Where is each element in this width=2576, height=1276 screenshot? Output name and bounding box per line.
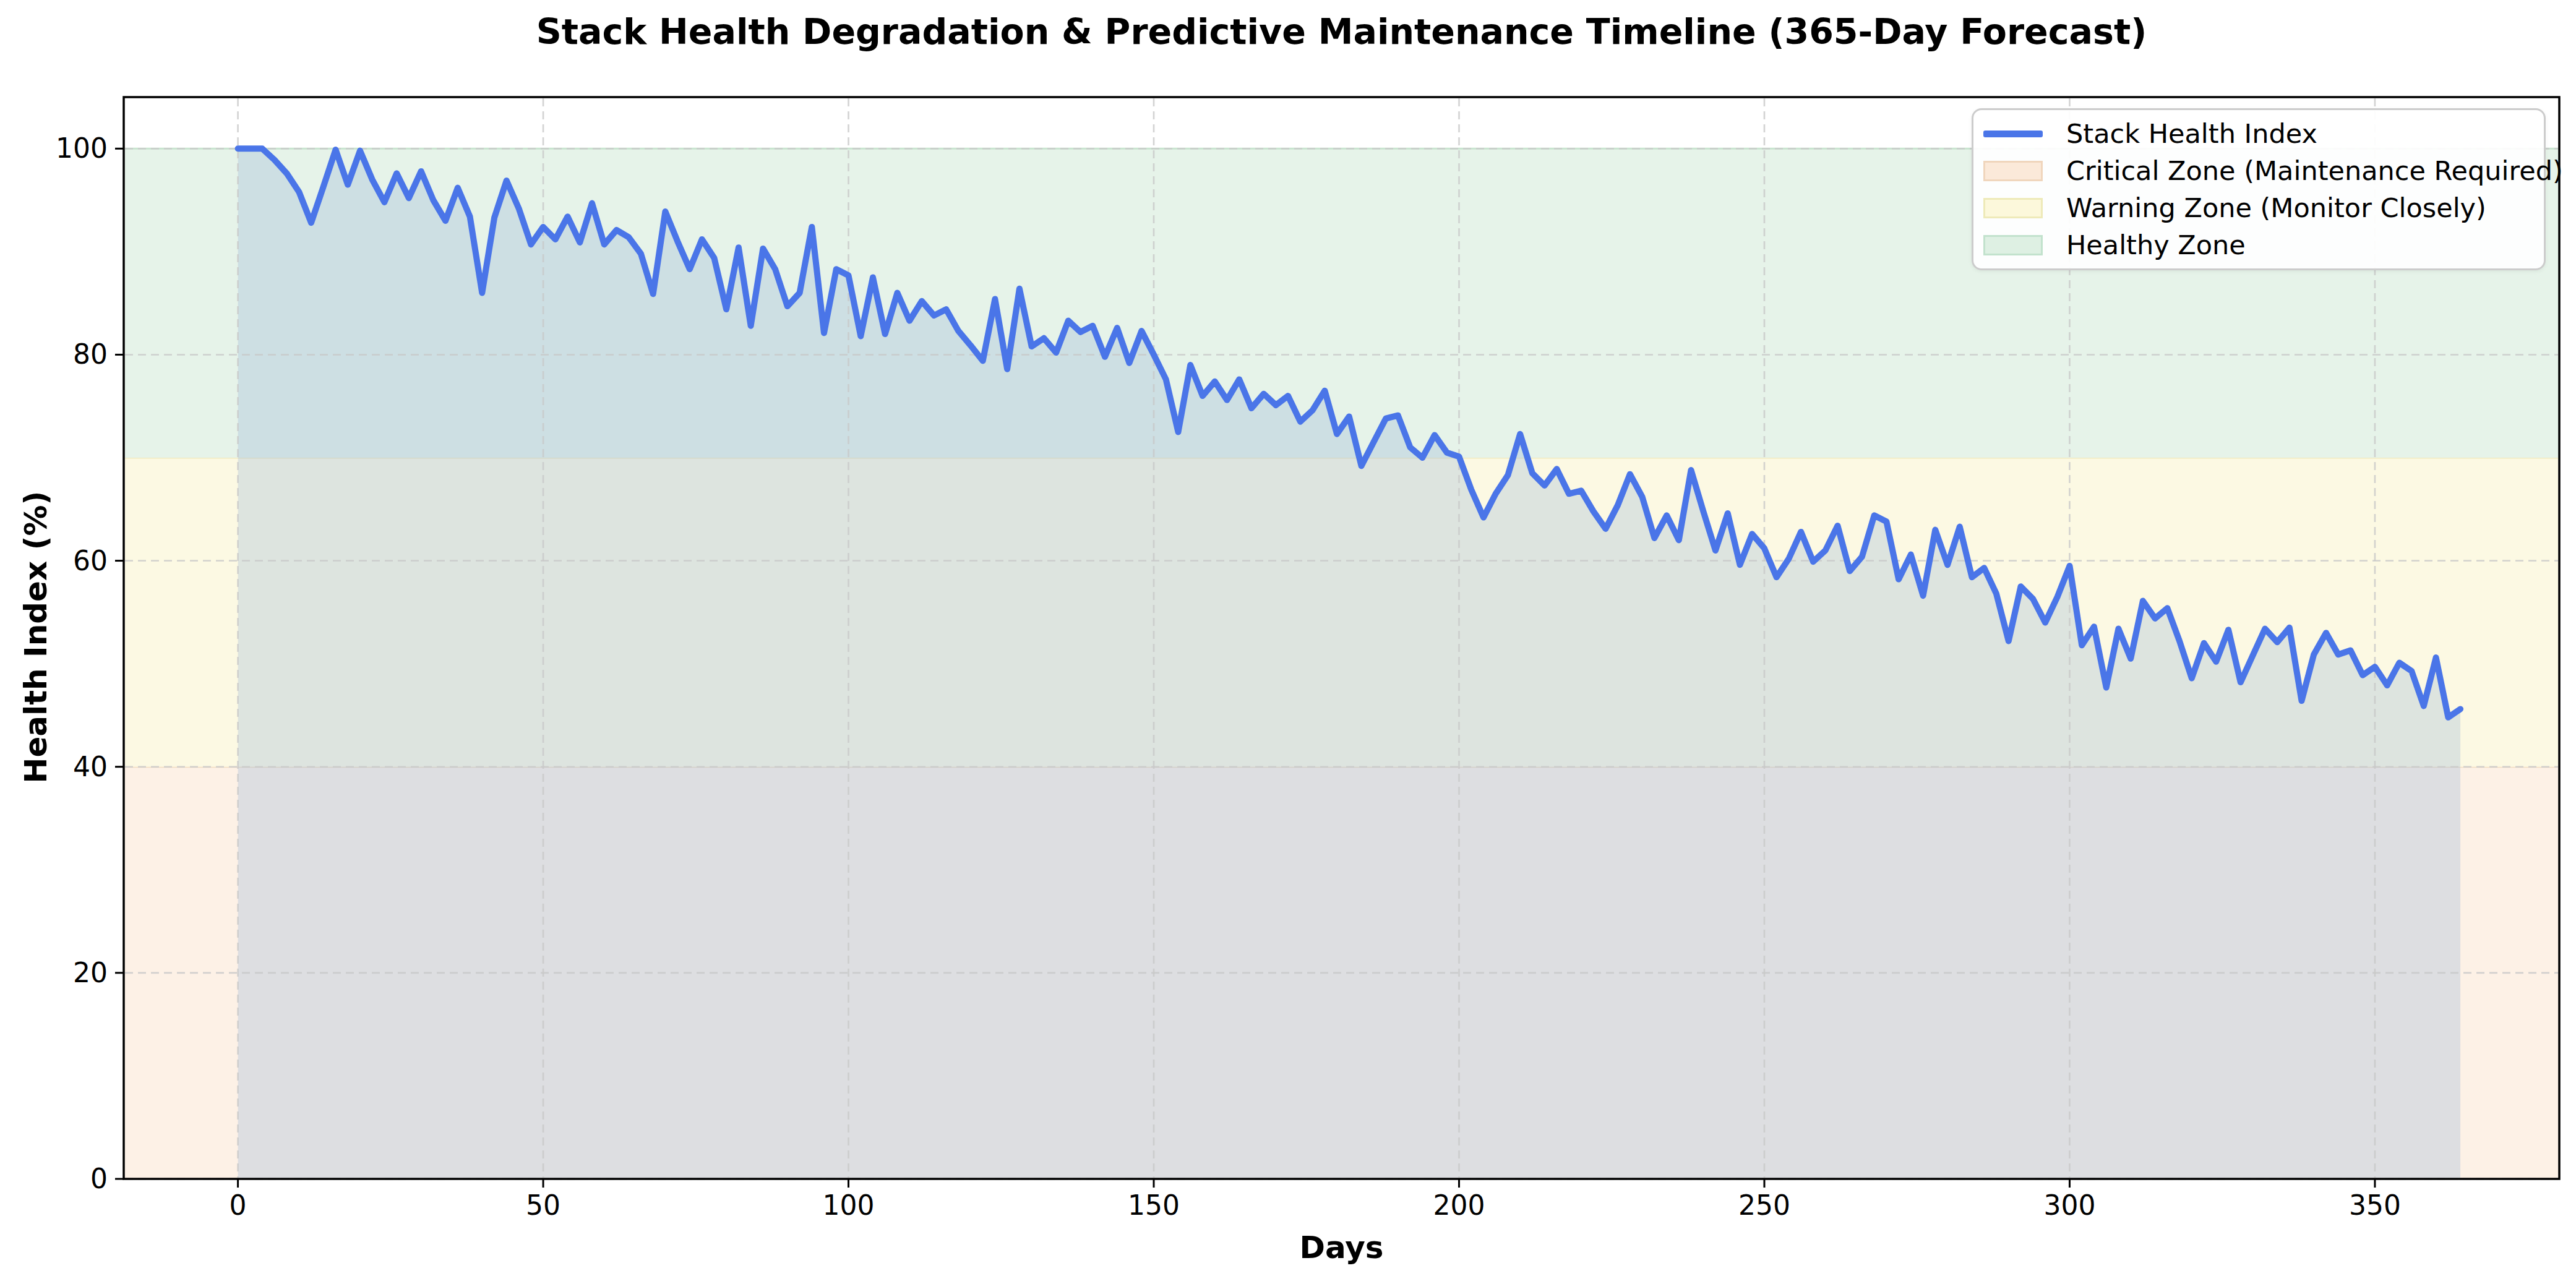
legend-label-2: Warning Zone (Monitor Closely) [2066,195,2486,221]
y-tick-label-80: 80 [73,338,108,370]
y-axis-label: Health Index (%) [18,491,54,784]
x-tick-label-200: 200 [1433,1189,1485,1221]
x-tick-label-250: 250 [1738,1189,1790,1221]
legend-row-0: Stack Health Index [1983,116,2538,151]
x-tick-label-300: 300 [2043,1189,2095,1221]
y-tick-label-20: 20 [73,957,108,988]
legend-swatch-2-icon [1983,198,2043,218]
legend-row-1: Critical Zone (Maintenance Required) [1983,153,2538,188]
chart-container: 0 50 100 150 200 250 300 350 0 20 40 60 80 100 Stack … [0,0,2576,1276]
x-axis-label: Days [124,1230,2559,1265]
legend-label-0: Stack Health Index [2066,121,2317,147]
legend-row-3: Healthy Zone [1983,228,2538,262]
y-tick-label-40: 40 [73,751,108,782]
y-tick-label-100: 100 [56,132,108,164]
x-tick-label-50: 50 [526,1189,560,1221]
legend-row-2: Warning Zone (Monitor Closely) [1983,191,2538,225]
legend-label-3: Healthy Zone [2066,232,2246,259]
chart-legend: Stack Health Index Critical Zone (Mainten… [1972,108,2546,270]
chart-title: Stack Health Degradation & Predictive Ma… [124,11,2559,52]
x-tick-label-350: 350 [2349,1189,2401,1221]
legend-swatch-3-icon [1983,235,2043,255]
legend-swatch-1-icon [1983,161,2043,181]
x-tick-label-0: 0 [230,1189,247,1221]
legend-label-1: Critical Zone (Maintenance Required) [2066,158,2563,184]
x-tick-label-150: 150 [1128,1189,1180,1221]
legend-swatch-0-icon [1983,131,2043,137]
y-tick-label-0: 0 [90,1163,108,1194]
x-tick-label-100: 100 [823,1189,875,1221]
y-tick-label-60: 60 [73,545,108,576]
